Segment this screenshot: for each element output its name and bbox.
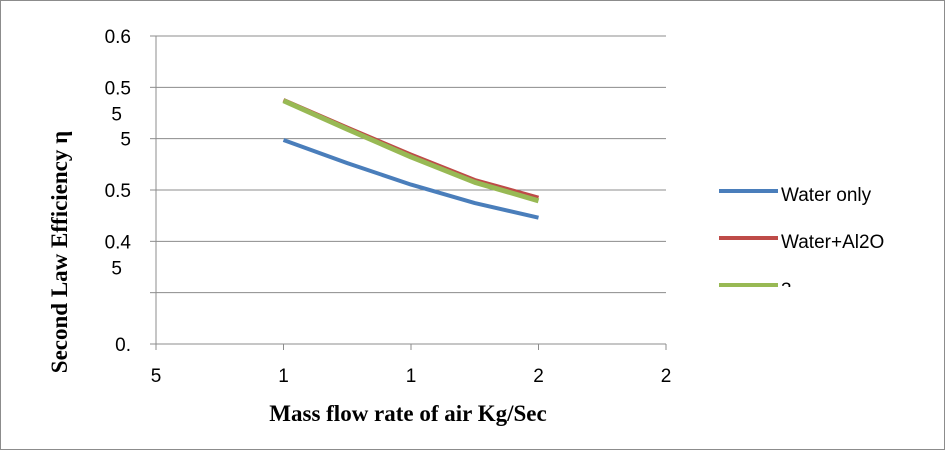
y-axis-title: Second Law Efficiency η [47, 131, 72, 373]
y-tick-label: 0.6 [105, 27, 131, 48]
axes [150, 35, 667, 350]
y-tick-labels: 0.0.4 50.550.5 50.6 [105, 27, 132, 356]
legend: Water only Water+Al2O 3 [719, 185, 884, 301]
legend-label-1: Water only [781, 185, 872, 206]
series-line-1 [282, 138, 539, 220]
legend-label-3: 3 [781, 280, 792, 301]
series-line-3 [282, 98, 540, 204]
legend-label-2: Water+Al2O [781, 232, 884, 253]
y-tick-label: 5 [120, 130, 131, 151]
x-tick-label: 2 [661, 366, 672, 387]
y-tick-label: 0.5 5 [105, 78, 131, 125]
x-axis-title: Mass flow rate of air Kg/Sec [269, 401, 546, 426]
x-tick-label: 1 [406, 366, 417, 387]
y-tick-label: 0.5 [105, 181, 131, 202]
series-lines [282, 98, 540, 220]
x-tick-label: 2 [533, 366, 544, 387]
x-tick-label: 5 [151, 366, 162, 387]
x-tick-labels: 5 1 1 2 2 [151, 366, 672, 387]
y-tick-label: 0. [115, 335, 131, 356]
x-tick-label: 1 [278, 366, 289, 387]
gridlines [156, 35, 666, 294]
y-tick-label: 0.4 5 [105, 232, 132, 279]
